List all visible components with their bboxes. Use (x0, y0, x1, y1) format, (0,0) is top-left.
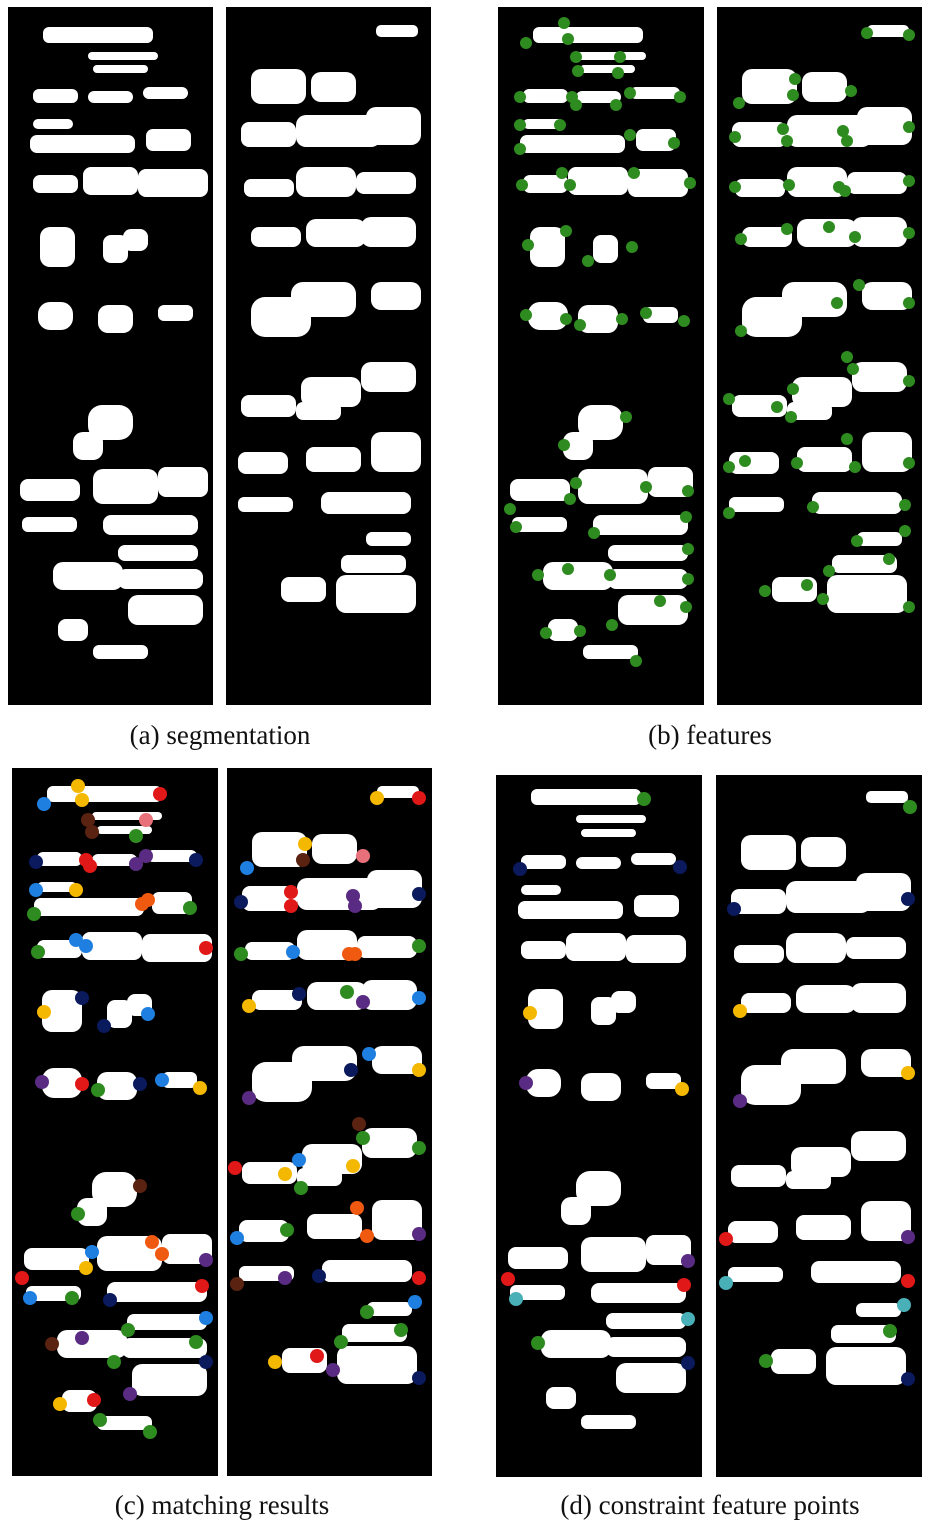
figure-a-left-panel (8, 7, 213, 705)
caption-b: (b) features (648, 720, 772, 750)
caption-d: (d) constraint feature points (560, 1490, 860, 1520)
feature-points-b-left (504, 17, 696, 667)
matching-results-c-left (15, 779, 213, 1439)
feature-points-b-right (723, 25, 915, 613)
figure-b-right-panel (717, 7, 922, 705)
figure-c-right-panel (227, 768, 432, 1476)
segmentation-mask-a-left (20, 27, 208, 659)
segmentation-mask-a-right (238, 25, 421, 613)
figure-d-left-panel (496, 775, 702, 1477)
constraint-points-d-right (719, 791, 917, 1386)
caption-a: (a) segmentation (129, 720, 311, 750)
matching-results-c-right (228, 786, 426, 1385)
constraint-points-d-left (501, 789, 695, 1429)
figure-a-right-panel (226, 7, 431, 705)
caption-c: (c) matching results (114, 1490, 330, 1520)
figure-c-left-panel (12, 768, 218, 1476)
figure-d-right-panel (716, 775, 922, 1477)
figure-b-left-panel (498, 7, 704, 705)
